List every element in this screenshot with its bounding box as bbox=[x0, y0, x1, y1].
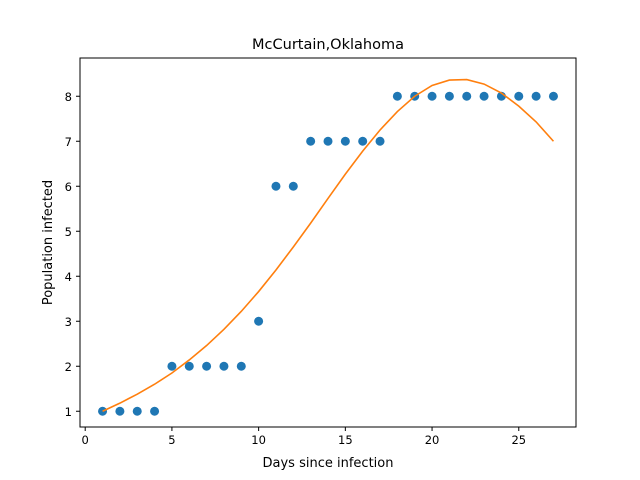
data-point-26 bbox=[531, 91, 541, 101]
data-point-17 bbox=[375, 136, 385, 146]
data-point-23 bbox=[479, 91, 489, 101]
data-point-2 bbox=[115, 406, 125, 416]
y-tick-label: 6 bbox=[65, 180, 72, 194]
y-axis-ticks: 1 2 3 4 5 6 7 8 bbox=[65, 90, 80, 419]
fit-curve-line bbox=[102, 78, 555, 412]
data-point-27 bbox=[548, 91, 558, 101]
data-point-8 bbox=[219, 361, 229, 371]
data-point-25 bbox=[514, 91, 524, 101]
data-point-11 bbox=[271, 181, 281, 191]
data-point-15 bbox=[340, 136, 350, 146]
y-tick-label: 5 bbox=[65, 225, 72, 239]
axes-layer bbox=[79, 57, 577, 428]
plot-area bbox=[98, 78, 558, 416]
data-point-18 bbox=[392, 91, 402, 101]
data-point-5 bbox=[167, 361, 177, 371]
x-tick-label: 5 bbox=[168, 433, 175, 447]
data-point-13 bbox=[306, 136, 316, 146]
y-tick-label: 4 bbox=[65, 270, 72, 284]
chart-title: McCurtain,Oklahoma bbox=[252, 37, 404, 53]
y-tick-label: 8 bbox=[65, 90, 72, 104]
data-point-4 bbox=[150, 406, 160, 416]
axes-frame bbox=[79, 57, 577, 428]
data-point-16 bbox=[358, 136, 368, 146]
data-point-10 bbox=[254, 316, 264, 326]
data-point-3 bbox=[132, 406, 142, 416]
x-tick-label: 10 bbox=[251, 433, 266, 447]
y-tick-label: 7 bbox=[65, 135, 72, 149]
data-point-7 bbox=[202, 361, 212, 371]
data-point-9 bbox=[236, 361, 246, 371]
y-tick-label: 2 bbox=[65, 360, 72, 374]
x-tick-label: 25 bbox=[511, 433, 526, 447]
data-point-6 bbox=[184, 361, 194, 371]
x-tick-label: 0 bbox=[82, 433, 89, 447]
x-axis-ticks: 0 5 10 15 20 25 bbox=[82, 427, 526, 447]
y-tick-label: 1 bbox=[65, 405, 72, 419]
y-axis-label: Population infected bbox=[41, 180, 56, 305]
data-point-14 bbox=[323, 136, 333, 146]
x-tick-label: 20 bbox=[425, 433, 440, 447]
x-tick-label: 15 bbox=[338, 433, 353, 447]
x-axis-label: Days since infection bbox=[263, 456, 394, 471]
data-point-12 bbox=[288, 181, 298, 191]
data-point-20 bbox=[427, 91, 437, 101]
y-tick-label: 3 bbox=[65, 315, 72, 329]
data-point-21 bbox=[444, 91, 454, 101]
data-point-22 bbox=[462, 91, 472, 101]
